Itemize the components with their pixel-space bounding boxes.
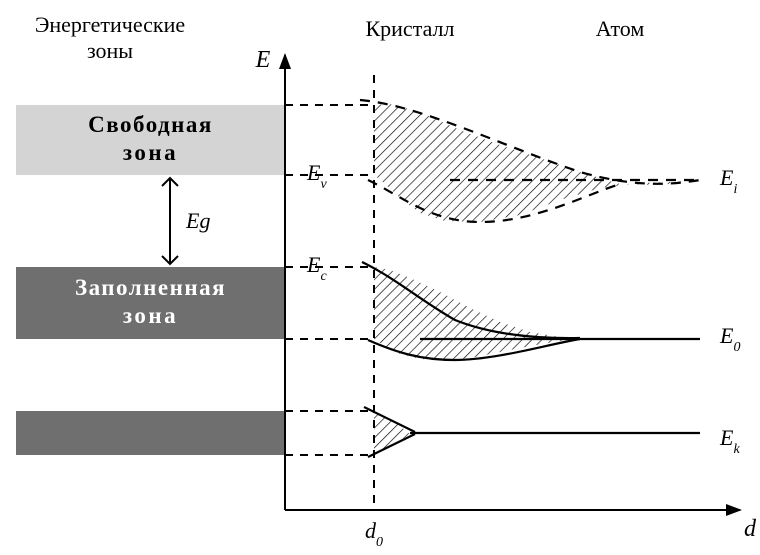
eg-label: Eg: [185, 208, 210, 233]
zone-filled-label2: зона: [123, 303, 178, 328]
zone-filled-label1: Заполненная: [75, 275, 226, 300]
x-axis-label: d: [744, 516, 757, 542]
zone-lower: [16, 411, 285, 455]
title-crystal: Кристалл: [365, 16, 454, 41]
title-energy-zones-l2: зоны: [87, 38, 133, 63]
title-energy-zones-l1: Энергетические: [35, 12, 185, 37]
title-atom: Атом: [596, 16, 645, 41]
y-axis-label: E: [255, 47, 271, 73]
zone-free-label1: Свободная: [88, 112, 213, 137]
zone-free-label2: зона: [123, 140, 178, 165]
